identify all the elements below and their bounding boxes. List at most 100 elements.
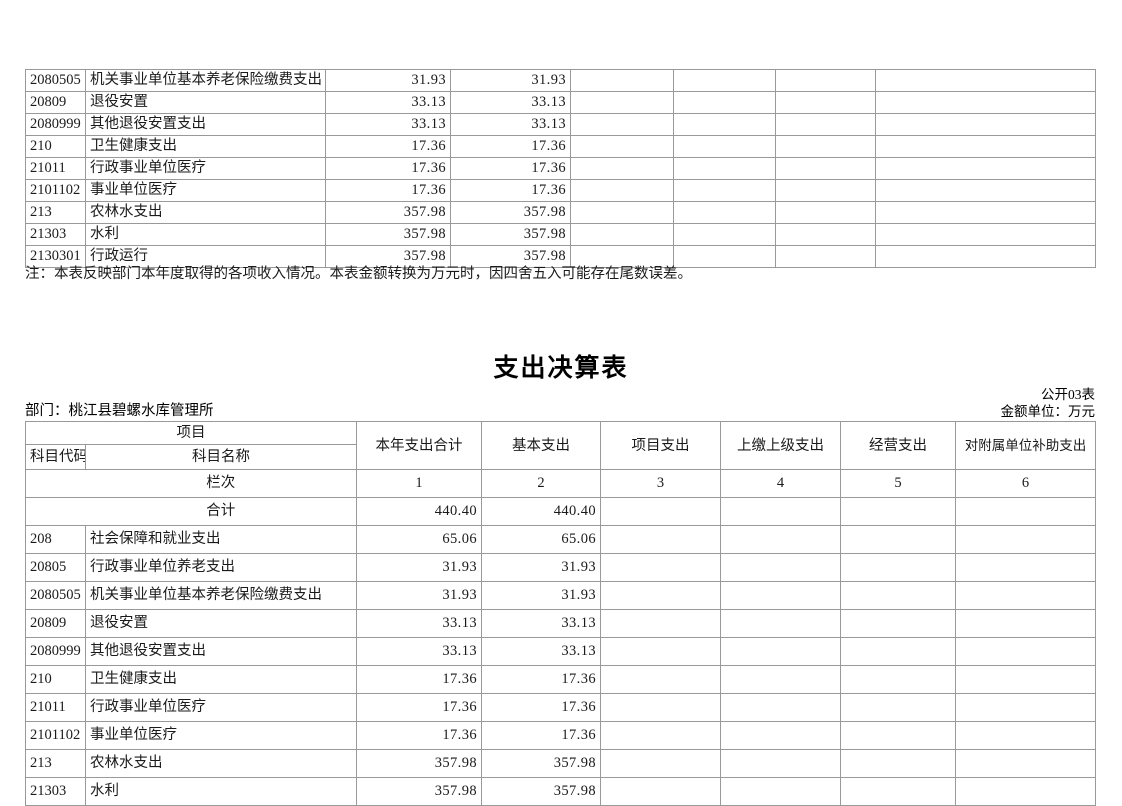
table-row: 213 农林水支出 357.98 357.98	[25, 201, 1096, 224]
table-row: 2101102 事业单位医疗 17.36 17.36	[25, 721, 1096, 750]
cell-value-1: 357.98	[325, 223, 451, 246]
cell-value-5	[775, 179, 876, 202]
amount-unit-label: 金额单位：万元	[1000, 404, 1096, 419]
header-item-group: 项目	[25, 421, 357, 445]
cell-value-2: 31.93	[450, 69, 571, 92]
cell-value-1: 17.36	[325, 157, 451, 180]
cell-value-1: 17.36	[325, 179, 451, 202]
cell-value-5	[840, 609, 956, 638]
total-value-3	[600, 497, 721, 526]
table-header-row-group: 项目 本年支出合计 基本支出 项目支出 上缴上级支出 经营支出 对附属单位补助支…	[25, 421, 1096, 470]
cell-value-5	[775, 223, 876, 246]
cell-value-5	[840, 777, 956, 806]
header-subject-code: 科目代码	[25, 444, 86, 470]
cell-value-4	[673, 113, 776, 136]
cell-value-3	[570, 223, 674, 246]
cell-subject-name: 农林水支出	[85, 749, 357, 778]
cell-value-2: 357.98	[450, 223, 571, 246]
cell-value-6	[955, 525, 1096, 554]
total-value-1: 440.40	[356, 497, 482, 526]
cell-subject-code: 21303	[25, 777, 86, 806]
cell-value-6	[875, 201, 1096, 224]
table-row: 210 卫生健康支出 17.36 17.36	[25, 665, 1096, 694]
table-row: 210 卫生健康支出 17.36 17.36	[25, 135, 1096, 158]
cell-value-4	[720, 525, 841, 554]
cell-value-3	[600, 721, 721, 750]
cell-value-5	[775, 135, 876, 158]
cell-subject-name: 其他退役安置支出	[85, 637, 357, 666]
table-note: 注：本表反映部门本年度取得的各项收入情况。本表金额转换为万元时，因四舍五入可能存…	[25, 266, 692, 282]
cell-value-1: 17.36	[356, 721, 482, 750]
cell-subject-code: 210	[25, 665, 86, 694]
cell-subject-code: 21303	[25, 223, 86, 246]
cell-subject-name: 卫生健康支出	[85, 135, 326, 158]
header-col-3: 项目支出	[600, 421, 721, 470]
cell-value-4	[673, 69, 776, 92]
total-value-4	[720, 497, 841, 526]
cell-value-1: 17.36	[356, 665, 482, 694]
cell-subject-code: 2080505	[25, 69, 86, 92]
cell-value-2: 31.93	[481, 553, 601, 582]
table-row: 2130301 行政运行 357.98 357.98	[25, 245, 1096, 268]
cell-value-3	[570, 179, 674, 202]
cell-value-5	[840, 637, 956, 666]
cell-value-6	[955, 693, 1096, 722]
cell-value-6	[955, 665, 1096, 694]
cell-subject-code: 213	[25, 749, 86, 778]
table-row: 2080505 机关事业单位基本养老保险缴费支出 31.93 31.93	[25, 581, 1096, 610]
header-subject-name: 科目名称	[85, 444, 357, 470]
cell-value-2: 357.98	[450, 201, 571, 224]
cell-value-2: 357.98	[450, 245, 571, 268]
table-row: 20809 退役安置 33.13 33.13	[25, 91, 1096, 114]
cell-value-6	[875, 245, 1096, 268]
cell-value-1: 17.36	[325, 135, 451, 158]
cell-subject-name: 行政事业单位养老支出	[85, 553, 357, 582]
cell-value-2: 33.13	[450, 91, 571, 114]
cell-value-3	[570, 201, 674, 224]
cell-value-4	[673, 179, 776, 202]
cell-subject-code: 20805	[25, 553, 86, 582]
cell-value-2: 357.98	[481, 777, 601, 806]
cell-value-4	[673, 201, 776, 224]
table-row: 20805 行政事业单位养老支出 31.93 31.93	[25, 553, 1096, 582]
cell-value-6	[875, 91, 1096, 114]
cell-value-5	[775, 201, 876, 224]
cell-value-6	[955, 553, 1096, 582]
cell-value-6	[875, 135, 1096, 158]
total-row-code-cell	[25, 497, 86, 526]
table-row: 2101102 事业单位医疗 17.36 17.36	[25, 179, 1096, 202]
cell-value-2: 65.06	[481, 525, 601, 554]
cell-value-2: 33.13	[481, 637, 601, 666]
cell-value-4	[673, 135, 776, 158]
cell-value-4	[720, 609, 841, 638]
rank-3: 3	[600, 469, 721, 498]
rank-6: 6	[955, 469, 1096, 498]
cell-value-3	[600, 749, 721, 778]
cell-value-4	[720, 553, 841, 582]
department-line: 部门：桃江县碧螺水库管理所	[25, 403, 214, 419]
cell-value-3	[600, 581, 721, 610]
cell-value-2: 17.36	[481, 721, 601, 750]
cell-subject-code: 21011	[25, 693, 86, 722]
cell-value-1: 357.98	[325, 245, 451, 268]
cell-value-1: 33.13	[325, 113, 451, 136]
cell-subject-code: 213	[25, 201, 86, 224]
cell-value-3	[600, 777, 721, 806]
cell-value-6	[955, 609, 1096, 638]
rank-1: 1	[356, 469, 482, 498]
cell-value-3	[570, 135, 674, 158]
cell-value-4	[720, 581, 841, 610]
cell-value-5	[840, 665, 956, 694]
total-value-6	[955, 497, 1096, 526]
cell-value-4	[720, 749, 841, 778]
cell-subject-code: 2080999	[25, 637, 86, 666]
cell-subject-name: 机关事业单位基本养老保险缴费支出	[85, 69, 326, 92]
cell-value-5	[840, 721, 956, 750]
cell-subject-code: 2080505	[25, 581, 86, 610]
table-row: 2080999 其他退役安置支出 33.13 33.13	[25, 637, 1096, 666]
rank-2: 2	[481, 469, 601, 498]
cell-value-1: 33.13	[356, 609, 482, 638]
cell-value-2: 33.13	[481, 609, 601, 638]
cell-subject-name: 事业单位医疗	[85, 179, 326, 202]
